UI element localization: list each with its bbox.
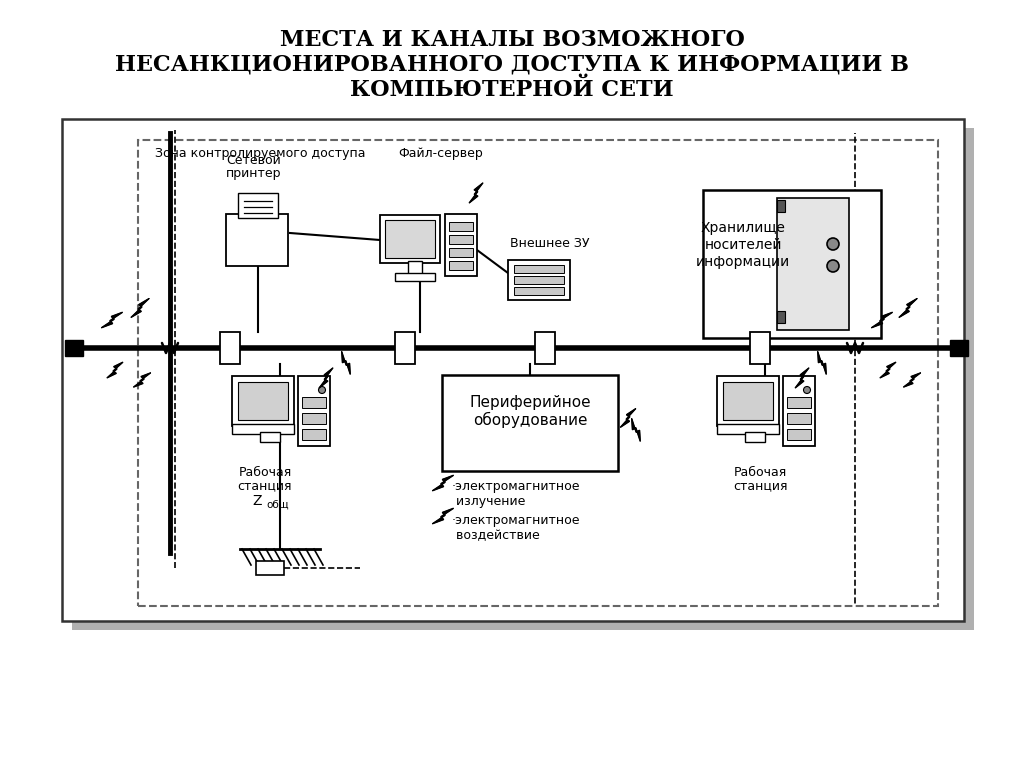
- Bar: [449, 261, 473, 270]
- Bar: [226, 214, 288, 266]
- Bar: [408, 261, 422, 275]
- Text: МЕСТА И КАНАЛЫ ВОЗМОЖНОГО: МЕСТА И КАНАЛЫ ВОЗМОЖНОГО: [280, 29, 744, 51]
- Text: КОМПЬЮТЕРНОЙ СЕТИ: КОМПЬЮТЕРНОЙ СЕТИ: [350, 79, 674, 101]
- Bar: [514, 265, 564, 273]
- Bar: [787, 429, 811, 440]
- Text: НЕСАНКЦИОНИРОВАННОГО ДОСТУПА К ИНФОРМАЦИИ В: НЕСАНКЦИОНИРОВАННОГО ДОСТУПА К ИНФОРМАЦИ…: [115, 54, 909, 76]
- Text: Файл-сервер: Файл-сервер: [398, 147, 483, 161]
- Text: оборудование: оборудование: [473, 412, 587, 428]
- Polygon shape: [432, 508, 454, 524]
- Polygon shape: [621, 409, 636, 428]
- Bar: [777, 200, 785, 212]
- Bar: [514, 287, 564, 295]
- Bar: [256, 561, 284, 575]
- Text: Хранилище: Хранилище: [700, 221, 785, 235]
- Bar: [298, 376, 330, 446]
- Bar: [302, 397, 326, 408]
- Bar: [717, 424, 779, 434]
- Text: Периферийное: Периферийное: [469, 396, 591, 411]
- Bar: [723, 382, 773, 420]
- Polygon shape: [131, 299, 150, 317]
- Bar: [717, 376, 779, 426]
- Bar: [65, 340, 83, 356]
- Bar: [787, 413, 811, 424]
- Bar: [385, 220, 435, 258]
- Text: Рабочая: Рабочая: [239, 465, 292, 478]
- Circle shape: [318, 386, 326, 393]
- Text: Рабочая: Рабочая: [733, 465, 786, 478]
- Bar: [787, 397, 811, 408]
- Bar: [380, 215, 440, 263]
- Circle shape: [827, 260, 839, 272]
- Text: ·электромагнитное
 излучение: ·электромагнитное излучение: [452, 480, 581, 508]
- Bar: [449, 248, 473, 257]
- Text: общ: общ: [266, 500, 289, 510]
- Bar: [750, 332, 770, 364]
- Text: информации: информации: [696, 255, 791, 269]
- Text: носителей: носителей: [705, 238, 781, 252]
- Bar: [232, 376, 294, 426]
- Bar: [445, 214, 477, 276]
- Bar: [777, 198, 849, 330]
- Bar: [220, 332, 240, 364]
- Text: Сетевой: Сетевой: [226, 154, 282, 167]
- Bar: [302, 413, 326, 424]
- Text: станция: станция: [733, 479, 787, 492]
- Bar: [777, 311, 785, 323]
- Bar: [514, 276, 564, 284]
- Bar: [950, 340, 968, 356]
- Polygon shape: [342, 352, 350, 374]
- Bar: [238, 382, 288, 420]
- Polygon shape: [432, 475, 454, 491]
- Polygon shape: [795, 368, 809, 388]
- Polygon shape: [319, 368, 333, 388]
- Bar: [260, 432, 280, 442]
- Bar: [703, 190, 881, 338]
- Bar: [745, 432, 765, 442]
- Bar: [449, 235, 473, 244]
- Bar: [783, 376, 815, 446]
- Circle shape: [804, 386, 811, 393]
- Polygon shape: [101, 313, 123, 328]
- Polygon shape: [880, 362, 896, 378]
- Circle shape: [827, 238, 839, 250]
- Bar: [442, 375, 618, 471]
- Bar: [72, 128, 974, 630]
- Text: станция: станция: [238, 479, 292, 492]
- Text: Зона контролируемого доступа: Зона контролируемого доступа: [155, 147, 366, 160]
- Text: ·электромагнитное
 воздействие: ·электромагнитное воздействие: [452, 514, 581, 542]
- Polygon shape: [108, 362, 123, 378]
- Bar: [302, 429, 326, 440]
- Polygon shape: [133, 372, 151, 387]
- Polygon shape: [903, 372, 921, 387]
- Polygon shape: [469, 183, 483, 203]
- Bar: [508, 260, 570, 300]
- Text: Внешнее ЗУ: Внешнее ЗУ: [510, 237, 590, 250]
- Polygon shape: [632, 419, 640, 442]
- Bar: [238, 193, 278, 218]
- Polygon shape: [871, 313, 893, 328]
- Bar: [395, 332, 415, 364]
- Bar: [449, 222, 473, 231]
- Text: Z: Z: [252, 494, 262, 508]
- Bar: [232, 424, 294, 434]
- Bar: [395, 273, 435, 281]
- Bar: [62, 119, 964, 621]
- Bar: [535, 332, 555, 364]
- Text: принтер: принтер: [226, 167, 282, 180]
- Polygon shape: [899, 299, 918, 317]
- Polygon shape: [818, 352, 826, 374]
